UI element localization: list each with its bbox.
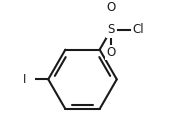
Text: O: O xyxy=(106,46,116,59)
Text: I: I xyxy=(23,73,26,86)
Text: Cl: Cl xyxy=(133,23,144,36)
Text: S: S xyxy=(107,23,115,36)
Text: O: O xyxy=(106,1,116,14)
